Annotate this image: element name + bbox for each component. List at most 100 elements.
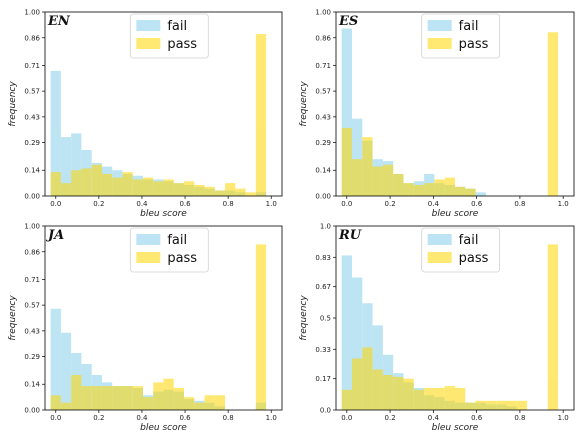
legend-label-fail: fail — [167, 19, 187, 34]
y-tick-label: 1.00 — [24, 223, 40, 231]
y-tick-label: 0.14 — [24, 381, 40, 389]
bar-pass — [475, 400, 486, 410]
y-tick-label: 0.33 — [315, 346, 331, 354]
bar-pass — [403, 378, 414, 410]
bar-pass — [455, 186, 466, 196]
bar-pass — [506, 400, 517, 410]
bar-fail — [50, 308, 61, 410]
x-tick-label: 0.6 — [179, 200, 191, 208]
y-tick-label: 0.67 — [315, 283, 331, 291]
bar-pass — [153, 181, 164, 196]
bar-fail — [351, 118, 363, 196]
x-tick-label: 0.2 — [385, 414, 396, 422]
bar-fail — [351, 277, 363, 410]
legend-label-pass: pass — [167, 37, 197, 52]
y-axis: 0.00 0.14 0.29 0.43 0.57 0.71 0.86 1.00 — [315, 9, 336, 201]
y-axis-label: frequency — [299, 295, 309, 341]
y-tick-label: 0.0 — [320, 407, 331, 415]
y-tick-label: 1.0 — [320, 223, 331, 231]
bar-pass — [101, 386, 113, 410]
bar-pass — [132, 179, 143, 196]
bar-pass — [60, 402, 72, 410]
x-tick-label: 0.6 — [179, 414, 191, 422]
bar-pass — [194, 402, 205, 410]
x-axis: 0.0 0.2 0.4 0.6 0.8 1.0 — [50, 410, 277, 422]
legend-swatch-fail — [136, 234, 161, 245]
y-tick-label: 0.86 — [24, 248, 40, 256]
bar-pass — [547, 32, 559, 196]
x-axis: 0.0 0.2 0.4 0.6 0.8 1.0 — [341, 196, 569, 208]
bar-pass — [424, 183, 435, 196]
bar-pass — [91, 164, 102, 196]
bar-pass — [50, 172, 61, 196]
bar-pass — [547, 244, 559, 410]
x-tick-label: 0.2 — [385, 200, 396, 208]
bar-pass — [204, 395, 215, 410]
x-tick-label: 0.8 — [223, 414, 234, 422]
bar-pass — [341, 389, 352, 410]
legend-swatch-fail — [136, 20, 161, 31]
panel-title: EN — [47, 14, 71, 29]
y-axis-label: frequency — [8, 81, 18, 127]
x-tick-label: 0.0 — [50, 200, 61, 208]
bar-pass — [81, 386, 92, 410]
bar-pass — [485, 400, 497, 410]
x-tick-label: 1.0 — [266, 414, 277, 422]
y-axis: 0.00 0.14 0.29 0.43 0.57 0.71 0.86 1.00 — [24, 9, 45, 201]
bar-pass — [122, 386, 133, 410]
y-tick-label: 0.00 — [24, 193, 40, 201]
y-tick-label: 0.86 — [24, 34, 40, 42]
bar-pass — [465, 188, 476, 196]
x-tick-label: 0.0 — [341, 414, 352, 422]
bar-pass — [372, 369, 383, 410]
panel-title: ES — [338, 14, 358, 29]
panel-en: 0.0 0.2 0.4 0.6 0.8 1.00.000.140.290.430.570.… — [8, 9, 283, 219]
panel-es: 0.0 0.2 0.4 0.6 0.8 1.00.000.140.290.430.570.… — [299, 9, 575, 219]
y-tick-label: 0.43 — [315, 113, 331, 121]
bar-fail — [60, 137, 72, 196]
legend-swatch-fail — [427, 234, 452, 245]
bar-pass — [413, 389, 425, 410]
bar-pass — [225, 183, 236, 196]
bar-pass — [214, 190, 226, 196]
bar-pass — [403, 183, 414, 196]
y-tick-label: 0.14 — [24, 167, 40, 175]
legend-label-pass: pass — [459, 251, 489, 266]
x-axis: 0.0 0.2 0.4 0.6 0.8 1.0 — [50, 196, 277, 208]
y-tick-label: 0.43 — [24, 113, 40, 121]
bar-pass — [465, 402, 476, 410]
legend: fail pass — [421, 13, 501, 59]
bar-pass — [163, 179, 174, 196]
x-tick-label: 1.0 — [266, 200, 277, 208]
bar-pass — [255, 244, 267, 410]
bar-pass — [444, 386, 455, 410]
bar-pass — [455, 387, 466, 410]
bar-pass — [496, 400, 507, 410]
bar-pass — [81, 168, 92, 196]
legend-label-pass: pass — [167, 251, 197, 266]
y-tick-label: 0.29 — [315, 139, 331, 147]
bar-pass — [434, 387, 445, 410]
bar-pass — [424, 387, 435, 410]
bar-fail — [71, 133, 82, 196]
y-axis-label: frequency — [299, 81, 309, 127]
x-tick-label: 0.6 — [471, 414, 483, 422]
axes-frame — [335, 11, 575, 197]
bar-pass — [50, 395, 61, 410]
bar-pass — [153, 382, 164, 410]
y-tick-label: 0.86 — [315, 34, 331, 42]
axes-frame — [44, 11, 283, 197]
x-axis-label: bleu score — [432, 423, 479, 432]
bar-fail — [341, 255, 352, 410]
x-tick-label: 0.6 — [471, 200, 483, 208]
x-tick-label: 0.2 — [93, 414, 104, 422]
series-pass — [341, 32, 559, 196]
bar-pass — [255, 34, 267, 196]
bar-fail — [50, 70, 61, 196]
axes-frame — [44, 225, 283, 411]
x-tick-label: 0.4 — [136, 200, 148, 208]
bar-pass — [101, 173, 113, 196]
bar-pass — [112, 386, 123, 410]
bar-pass — [71, 375, 82, 410]
